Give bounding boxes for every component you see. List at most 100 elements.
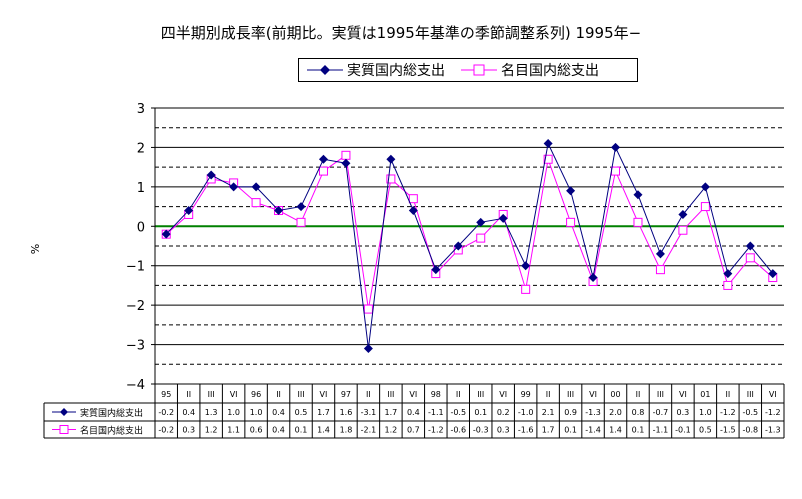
x-category-label: II (725, 390, 730, 399)
table-value: 1.8 (340, 426, 353, 435)
data-point-real (363, 344, 373, 354)
data-point-real (408, 206, 418, 216)
table-value: 0.1 (564, 426, 577, 435)
data-point-real (611, 142, 621, 152)
table-value: -0.2 (158, 408, 174, 417)
table-value: 1.0 (699, 408, 712, 417)
table-value: -1.1 (428, 408, 444, 417)
y-tick-label: 0 (137, 220, 145, 235)
table-value: 1.6 (340, 408, 353, 417)
x-category-label: III (477, 390, 484, 399)
data-point-real (678, 209, 688, 219)
table-value: -1.5 (720, 426, 736, 435)
table-value: 1.2 (385, 426, 398, 435)
table-value: 0.7 (407, 426, 420, 435)
x-category-label: VI (499, 390, 507, 399)
table-value: 0.3 (677, 408, 690, 417)
legend-item-nominal: 名目国内総支出 (461, 60, 599, 80)
x-category-label: 99 (521, 390, 531, 399)
x-category-label: III (297, 390, 304, 399)
table-value: 0.2 (497, 408, 510, 417)
y-tick-label: 2 (137, 141, 145, 156)
x-category-label: II (636, 390, 641, 399)
chart-title: 四半期別成長率(前期比。実質は1995年基準の季節調整系列) 1995年− (160, 24, 642, 42)
x-category-label: 98 (431, 390, 441, 399)
y-axis-label: % (28, 244, 41, 254)
table-value: -1.4 (585, 426, 601, 435)
data-point-real (723, 269, 733, 279)
data-point-nominal (318, 166, 328, 176)
data-point-nominal (745, 253, 755, 263)
table-value: 1.4 (317, 426, 330, 435)
table-value: -0.6 (450, 426, 466, 435)
data-point-nominal (566, 217, 576, 227)
data-point-real (206, 170, 216, 180)
data-point-nominal (363, 304, 373, 314)
data-point-real (341, 158, 351, 168)
y-tick-label: −4 (126, 378, 145, 393)
data-point-nominal (476, 233, 486, 243)
data-point-real (745, 241, 755, 251)
table-value: 1.7 (317, 408, 330, 417)
x-category-label: III (387, 390, 394, 399)
data-point-real (229, 182, 239, 192)
legend: 実質国内総支出 名目国内総支出 (298, 58, 638, 82)
legend-marker-diamond-icon (307, 65, 343, 75)
table-value: -1.2 (428, 426, 444, 435)
data-point-nominal (700, 202, 710, 212)
table-value: -1.3 (585, 408, 601, 417)
data-point-real (588, 273, 598, 283)
x-category-label: VI (320, 390, 328, 399)
data-point-real (633, 190, 643, 200)
data-point-real (498, 213, 508, 223)
series-line (165, 141, 774, 349)
data-point-real (386, 154, 396, 164)
table-value: 0.4 (407, 408, 420, 417)
table-value: 1.7 (385, 408, 398, 417)
table-value: 0.3 (182, 426, 195, 435)
table-value: 0.9 (564, 408, 577, 417)
data-point-nominal (633, 217, 643, 227)
table-value: 0.3 (497, 426, 510, 435)
table-value: -0.8 (742, 426, 758, 435)
table-value: -2.1 (361, 426, 377, 435)
y-tick-label: 1 (137, 181, 145, 196)
table-value: -0.3 (473, 426, 489, 435)
x-category-label: VI (230, 390, 238, 399)
table-legend-diamond-icon (60, 408, 68, 416)
table-value: -1.2 (765, 408, 781, 417)
data-point-real (184, 206, 194, 216)
table-value: -0.5 (742, 408, 758, 417)
data-point-real (161, 229, 171, 239)
table-value: -1.1 (653, 426, 669, 435)
table-value: 1.0 (250, 408, 263, 417)
table-legend-square-icon (59, 425, 69, 434)
table-value: -0.7 (653, 408, 669, 417)
data-point-real (543, 138, 553, 148)
table-value: -0.5 (450, 408, 466, 417)
x-category-label: III (567, 390, 574, 399)
table-value: -1.0 (518, 408, 534, 417)
table-value: -1.6 (518, 426, 534, 435)
data-point-nominal (611, 166, 621, 176)
data-point-nominal (251, 198, 261, 208)
table-value: 1.7 (542, 426, 555, 435)
legend-marker-square-icon (461, 64, 497, 76)
data-point-nominal (678, 225, 688, 235)
data-point-real (566, 186, 576, 196)
x-category-label: II (276, 390, 281, 399)
x-category-label: II (366, 390, 371, 399)
data-point-nominal (296, 217, 306, 227)
x-category-label: VI (589, 390, 597, 399)
data-point-nominal (408, 194, 418, 204)
x-category-label: II (186, 390, 191, 399)
table-value: 0.4 (272, 408, 285, 417)
series-line (165, 154, 774, 310)
x-category-label: III (657, 390, 664, 399)
data-point-real (453, 241, 463, 251)
x-category-label: III (208, 390, 215, 399)
data-point-real (768, 269, 778, 279)
table-value: 0.6 (250, 426, 263, 435)
table-value: 0.4 (272, 426, 285, 435)
